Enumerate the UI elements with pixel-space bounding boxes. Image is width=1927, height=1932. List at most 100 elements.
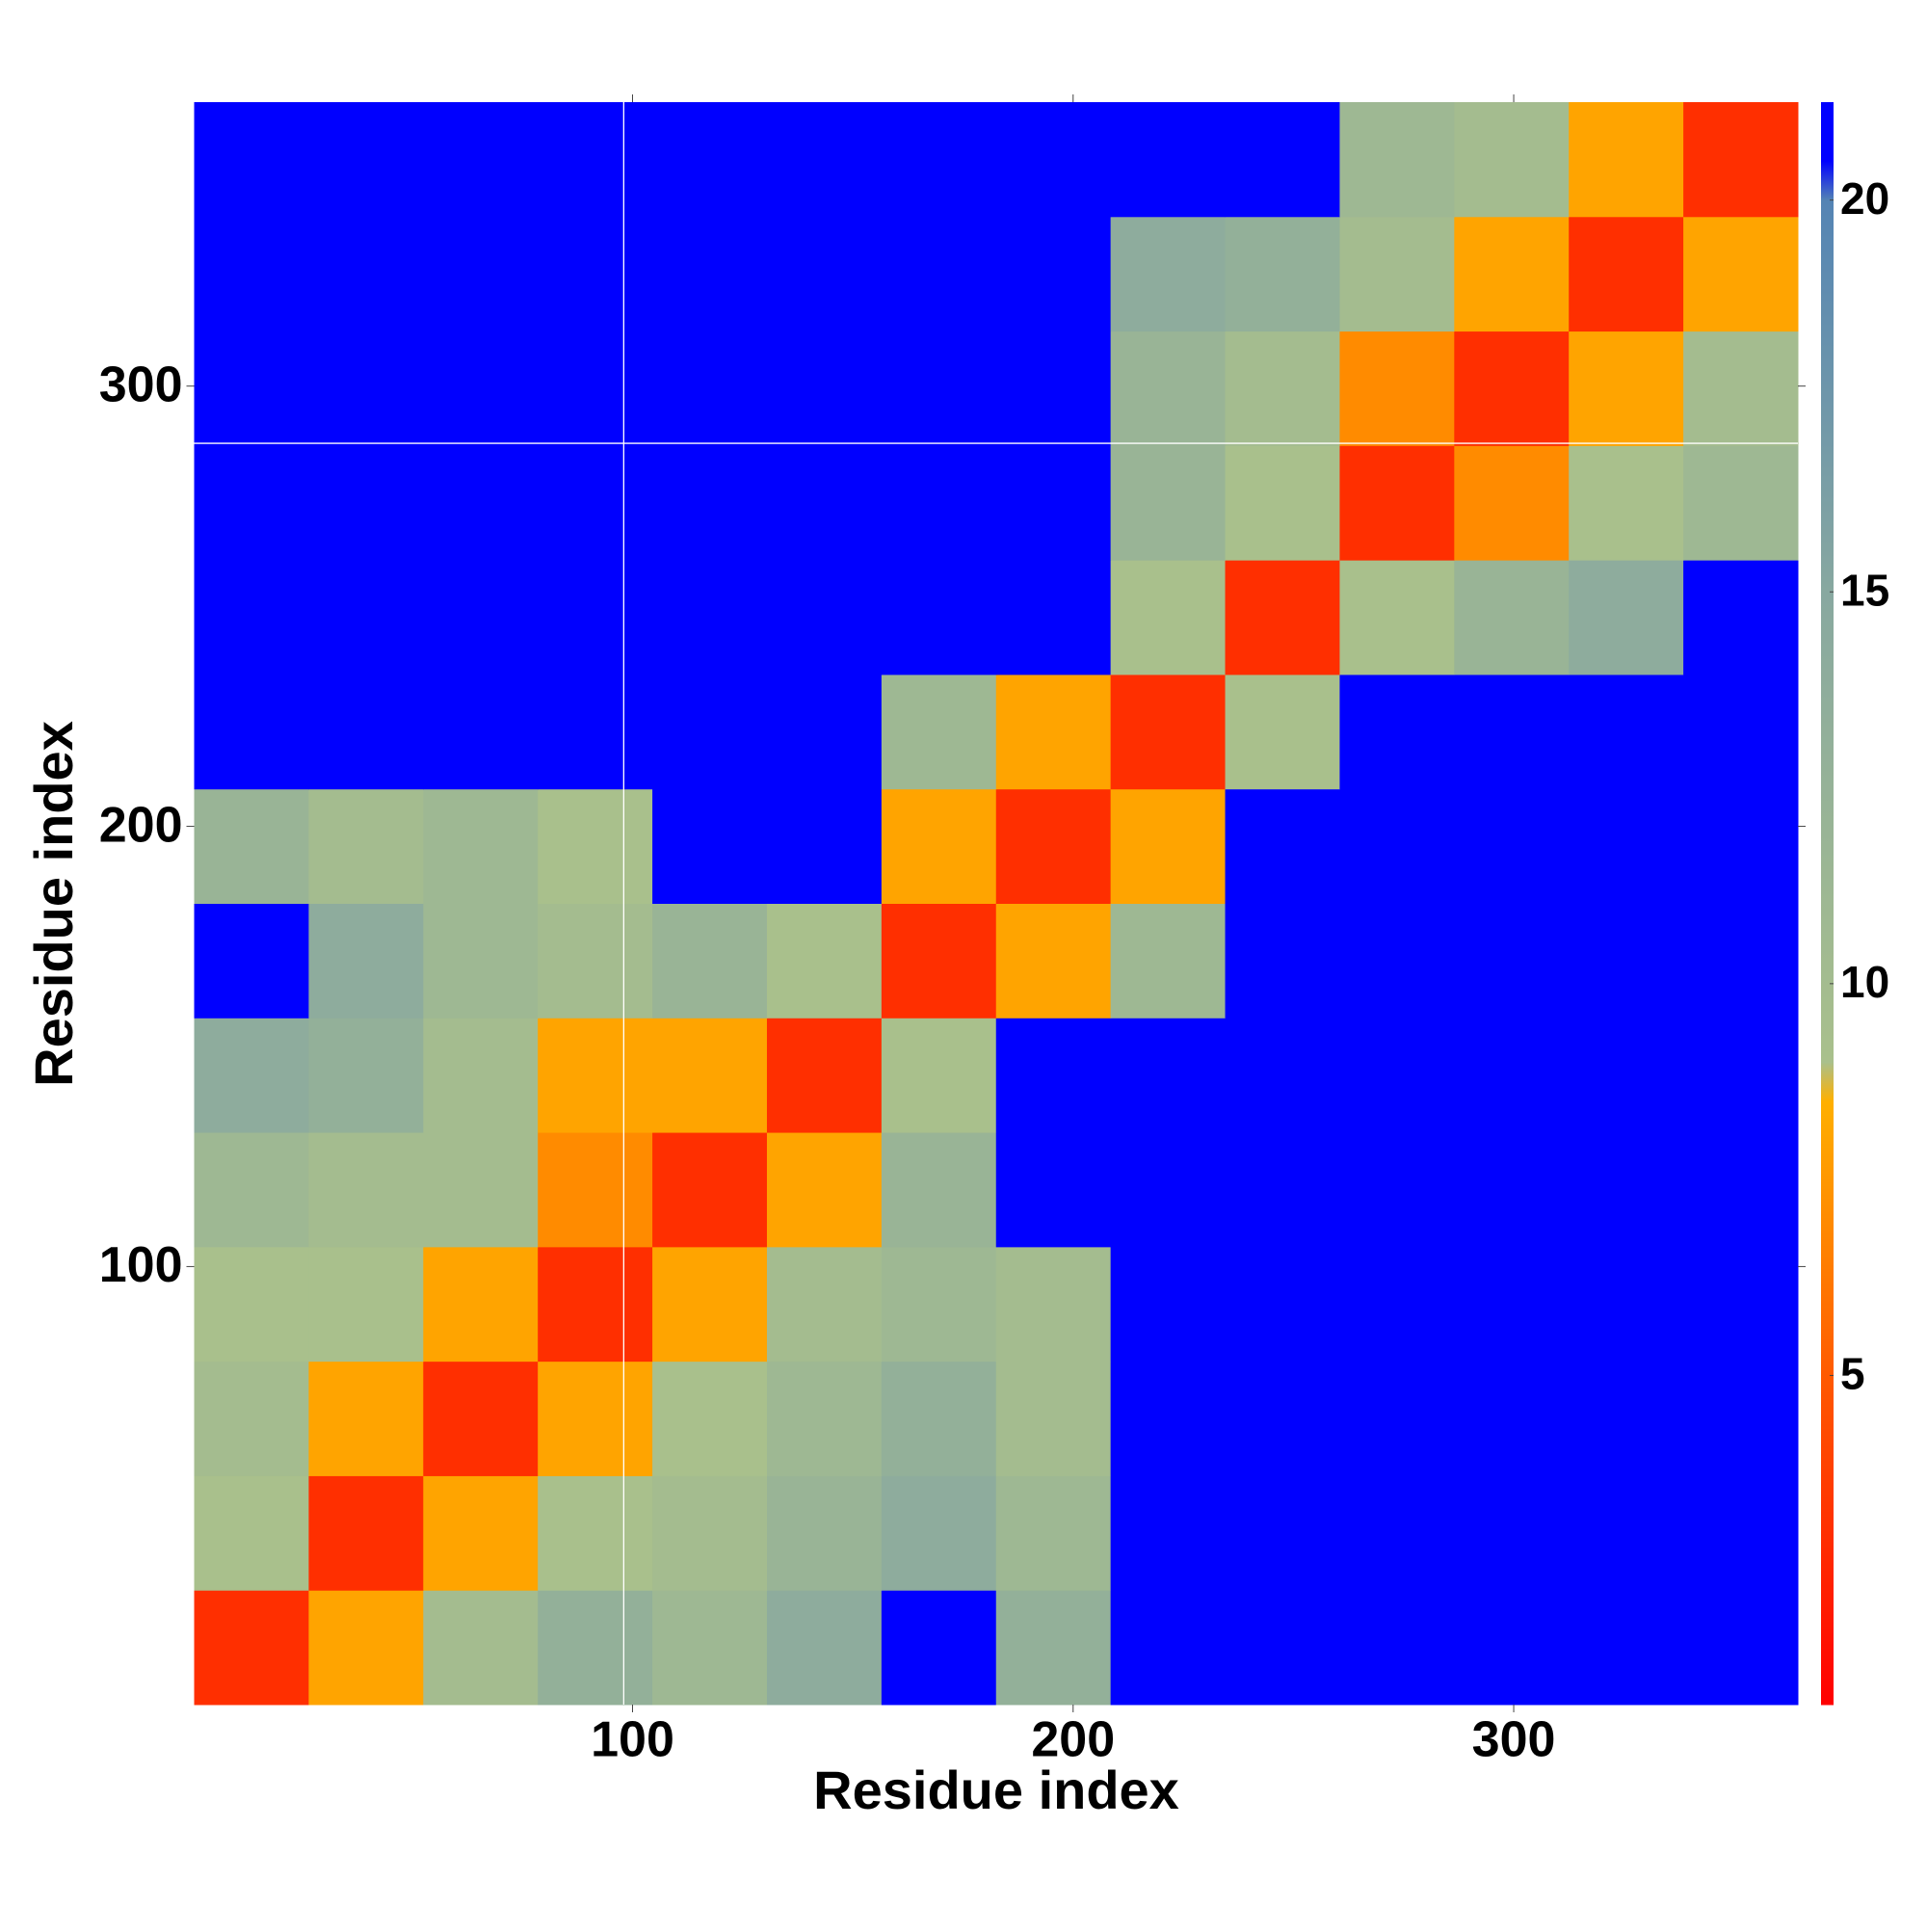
colorbar-segment: [1821, 199, 1834, 593]
heatmap-cell: [1110, 1475, 1227, 1591]
heatmap-cell: [1569, 1132, 1684, 1248]
colorbar-segment: [1821, 102, 1834, 162]
heatmap-cell: [995, 674, 1112, 790]
heatmap-cell: [1569, 1246, 1684, 1363]
heatmap-cell: [538, 102, 653, 218]
heatmap-cell: [881, 102, 997, 218]
heatmap-cell: [1683, 331, 1799, 446]
heatmap-cell: [308, 1361, 424, 1476]
heatmap-cell: [423, 1475, 539, 1591]
heatmap-cell: [194, 788, 309, 904]
heatmap-cell: [1225, 216, 1340, 332]
heatmap-cell: [538, 1590, 653, 1706]
heatmap-cell: [881, 1361, 997, 1476]
heatmap-cell: [423, 216, 539, 332]
heatmap-cell: [1339, 1361, 1455, 1476]
heatmap-cell: [194, 102, 309, 218]
heatmap-cell: [652, 1246, 768, 1363]
heatmap-cell: [766, 903, 883, 1019]
heatmap-cell: [1110, 1018, 1227, 1133]
heatmap-cell: [194, 1246, 309, 1363]
heatmap-cell: [1454, 903, 1570, 1019]
heatmap-cell: [423, 674, 539, 790]
colorbar-segment: [1821, 160, 1834, 201]
heatmap-cell: [308, 674, 424, 790]
heatmap-cell: [995, 216, 1112, 332]
heatmap-cell: [538, 1361, 653, 1476]
heatmap-cell: [1454, 216, 1570, 332]
heatmap-cell: [652, 1475, 768, 1591]
heatmap-cell: [308, 1246, 424, 1363]
heatmap-cell: [1683, 445, 1799, 561]
heatmap-cell: [1569, 674, 1684, 790]
heatmap-cell: [194, 1018, 309, 1133]
colorbar-tick-label: 10: [1840, 957, 1889, 1007]
x-axis-label: Residue index: [813, 1760, 1179, 1820]
heatmap-cell: [308, 445, 424, 561]
heatmap-cell: [652, 560, 768, 675]
heatmap-cell: [1454, 1132, 1570, 1248]
heatmap-cell: [1683, 788, 1799, 904]
heatmap-cell: [423, 903, 539, 1019]
heatmap-cell: [1110, 903, 1227, 1019]
heatmap-cell: [1110, 1246, 1227, 1363]
heatmap-cell: [766, 1590, 883, 1706]
heatmap-cell: [308, 216, 424, 332]
heatmap-cell: [652, 674, 768, 790]
heatmap-cell: [194, 331, 309, 446]
heatmap-cell: [538, 216, 653, 332]
heatmap-cell: [194, 1361, 309, 1476]
heatmap-cell: [1339, 1018, 1455, 1133]
heatmap-cell: [652, 1018, 768, 1133]
heatmap-cell: [766, 445, 883, 561]
heatmap-cell: [1454, 560, 1570, 675]
heatmap-cell: [1110, 1132, 1227, 1248]
heatmap-cell: [1454, 1018, 1570, 1133]
heatmap-cell: [881, 1475, 997, 1591]
y-tick-label: 300: [99, 357, 183, 412]
heatmap-cell: [881, 1590, 997, 1706]
heatmap-cell: [766, 1475, 883, 1591]
heatmap-cell: [1339, 1246, 1455, 1363]
heatmap-cell: [1683, 1246, 1799, 1363]
heatmap-cell: [423, 1246, 539, 1363]
heatmap-cell: [538, 788, 653, 904]
heatmap-cell: [1225, 1132, 1340, 1248]
heatmap-cell: [766, 1361, 883, 1476]
heatmap-cell: [1454, 102, 1570, 218]
heatmap-cell: [194, 445, 309, 561]
colorbar-tick-label: 20: [1840, 173, 1889, 224]
heatmap-cell: [1339, 1132, 1455, 1248]
heatmap-cell: [1569, 560, 1684, 675]
heatmap-cell: [995, 788, 1112, 904]
heatmap-cell: [1683, 560, 1799, 675]
heatmap-cell: [1569, 445, 1684, 561]
heatmap-cell: [652, 1361, 768, 1476]
heatmap-cell: [1225, 1590, 1340, 1706]
heatmap-cell: [1110, 216, 1227, 332]
heatmap-cell: [1225, 1475, 1340, 1591]
heatmap-cell: [1225, 1361, 1340, 1476]
heatmap-cell: [1683, 1590, 1799, 1706]
heatmap-cell: [1683, 216, 1799, 332]
heatmap-cell: [1225, 788, 1340, 904]
heatmap-cell: [1110, 1361, 1227, 1476]
heatmap-cell: [1339, 674, 1455, 790]
heatmap-cell: [308, 331, 424, 446]
heatmap-cell: [995, 903, 1112, 1019]
heatmap-cell: [538, 445, 653, 561]
heatmap-cell: [423, 1590, 539, 1706]
heatmap-cell: [1225, 445, 1340, 561]
heatmap-cell: [995, 445, 1112, 561]
heatmap-cell: [1110, 674, 1227, 790]
heatmap-cell: [1454, 1361, 1570, 1476]
heatmap-cell: [1110, 788, 1227, 904]
heatmap-cell: [1683, 903, 1799, 1019]
y-tick-label: 200: [99, 797, 183, 853]
heatmap-cell: [1569, 903, 1684, 1019]
heatmap-cell: [652, 331, 768, 446]
heatmap-cell: [995, 1132, 1112, 1248]
heatmap-cell: [1683, 1132, 1799, 1248]
heatmap-cell: [881, 1018, 997, 1133]
